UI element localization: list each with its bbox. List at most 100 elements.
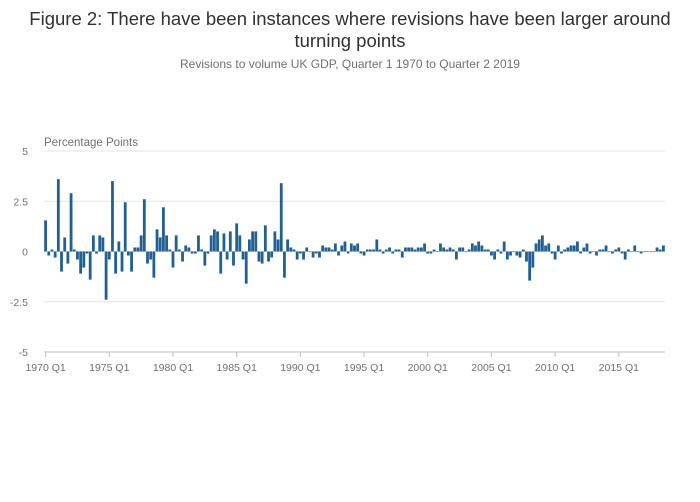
bar — [91, 235, 95, 252]
x-tick-label: 2000 Q1 — [408, 362, 448, 374]
bar — [69, 193, 73, 252]
bar — [130, 251, 133, 272]
bar — [534, 243, 538, 252]
bar — [330, 249, 334, 252]
bar — [477, 241, 481, 252]
bar — [114, 251, 118, 274]
y-tick-label: 0 — [22, 247, 28, 259]
bar — [219, 251, 223, 274]
bar — [490, 251, 493, 256]
y-axis-title: Percentage Points — [44, 137, 138, 149]
bar — [525, 251, 528, 262]
bar — [528, 251, 532, 281]
bar — [158, 237, 162, 252]
x-tick-label: 1990 Q1 — [280, 362, 320, 374]
bar — [384, 249, 388, 252]
bar — [95, 251, 98, 254]
bar — [321, 245, 325, 252]
x-tick-label: 1975 Q1 — [89, 362, 129, 374]
bar — [286, 239, 290, 252]
bar — [47, 251, 51, 256]
bar — [270, 251, 274, 258]
bar — [216, 231, 219, 252]
bar — [257, 251, 261, 262]
bar — [353, 245, 356, 252]
bar — [72, 249, 76, 252]
bar — [248, 239, 251, 252]
bar — [50, 249, 54, 252]
bar — [56, 179, 60, 252]
bar-series — [44, 179, 665, 300]
bar — [362, 251, 366, 256]
bar — [601, 249, 605, 252]
bar — [263, 225, 267, 252]
bar — [458, 247, 461, 252]
bar — [435, 251, 439, 253]
bar — [662, 245, 665, 252]
bar — [649, 251, 653, 253]
bar — [123, 202, 127, 252]
bar — [171, 251, 175, 268]
bar — [419, 247, 423, 252]
y-tick-label: 2.5 — [13, 196, 28, 208]
bar — [283, 251, 286, 278]
bar — [333, 243, 337, 252]
bar — [397, 249, 401, 252]
bar — [203, 251, 207, 266]
bar — [550, 251, 554, 254]
bar — [181, 251, 184, 262]
bar — [168, 249, 172, 252]
bar — [404, 247, 407, 252]
bar — [142, 199, 146, 252]
bar — [184, 245, 188, 252]
bar — [238, 235, 242, 252]
bar — [540, 235, 544, 252]
bar — [553, 251, 557, 260]
bar — [626, 249, 630, 252]
bar — [111, 181, 114, 252]
bar — [76, 251, 79, 260]
y-tick-label: -2.5 — [10, 297, 28, 309]
bar — [544, 245, 547, 252]
bar — [228, 231, 232, 252]
bar — [174, 235, 178, 252]
bar — [633, 245, 637, 252]
x-tick-label: 1995 Q1 — [344, 362, 384, 374]
bar — [289, 247, 293, 252]
y-tick-label: -5 — [19, 347, 28, 359]
bar — [388, 247, 391, 252]
bar — [241, 251, 245, 260]
bar — [381, 251, 385, 254]
bar — [314, 251, 318, 254]
x-tick-label: 2010 Q1 — [535, 362, 575, 374]
bar — [44, 220, 47, 252]
bar — [579, 251, 583, 254]
bar — [197, 235, 200, 252]
bar — [349, 243, 353, 252]
bar — [547, 243, 551, 252]
bar — [461, 247, 465, 252]
bar — [391, 251, 395, 254]
bar — [244, 251, 248, 284]
bar — [445, 249, 449, 252]
bar — [372, 249, 376, 252]
bar — [267, 251, 270, 262]
bar — [209, 235, 213, 252]
bar — [512, 251, 516, 253]
bar — [359, 251, 363, 254]
x-tick-label: 1985 Q1 — [217, 362, 257, 374]
bar — [451, 249, 455, 252]
bar — [636, 251, 640, 253]
bar — [302, 251, 305, 260]
bar — [410, 247, 414, 252]
x-tick-label: 1980 Q1 — [153, 362, 193, 374]
bar — [369, 249, 372, 252]
bar — [149, 251, 153, 260]
bar — [88, 251, 92, 280]
bar — [375, 239, 379, 252]
bar — [343, 241, 347, 252]
bar — [311, 251, 315, 258]
bar — [464, 251, 468, 253]
bar — [162, 207, 165, 252]
